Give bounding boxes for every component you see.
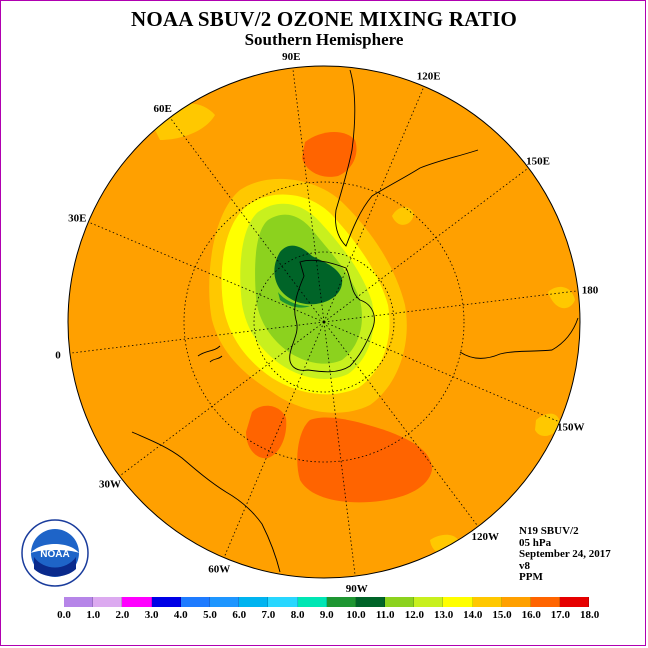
colorbar-segment: [385, 597, 415, 607]
meridian-line: [292, 67, 325, 323]
meridian-line: [323, 290, 579, 323]
colorbar: [64, 597, 590, 607]
noaa-logo: NOAA: [21, 519, 89, 587]
logo-text: NOAA: [40, 549, 69, 560]
colorbar-segment: [122, 597, 152, 607]
longitude-label: 90E: [282, 51, 300, 63]
meridian-line: [88, 221, 325, 323]
contour-9-10-minimum: [274, 245, 343, 305]
info-units: PPM: [519, 571, 543, 584]
map-subtitle: Southern Hemisphere: [244, 30, 404, 49]
coast-africa: [459, 317, 579, 359]
contour-13-14-ne: [392, 207, 414, 225]
colorbar-tick-label: 14.0: [463, 609, 483, 621]
coast-new-zealand: [197, 345, 223, 363]
metadata-panel: N19 SBUV/2 05 hPa September 24, 2017 v8 …: [519, 525, 611, 584]
colorbar-tick-label: 15.0: [492, 609, 512, 621]
longitude-label: 30E: [68, 212, 86, 224]
info-date: September 24, 2017: [519, 548, 611, 561]
colorbar-segment: [414, 597, 444, 607]
coast-australia: [131, 431, 281, 573]
colorbar-segment: [239, 597, 269, 607]
info-satellite: N19 SBUV/2: [519, 525, 579, 537]
longitude-label: 150W: [557, 422, 585, 434]
colorbar-tick-label: 12.0: [404, 609, 425, 621]
map-boundary: [67, 65, 581, 579]
longitude-label: 180: [582, 284, 599, 296]
colorbar-segment: [268, 597, 298, 607]
coast-antarctica: [289, 259, 375, 373]
colorbar-tick-label: 1.0: [86, 609, 101, 621]
info-level: 05 hPa: [519, 536, 552, 549]
colorbar-segment: [180, 597, 210, 607]
colorbar-segment: [209, 597, 240, 607]
colorbar-segment: [560, 597, 590, 607]
colorbar-tick-label: 6.0: [232, 609, 247, 621]
meridian-line: [169, 117, 325, 323]
meridian-lines: [69, 67, 579, 577]
colorbar-tick-label: 13.0: [433, 609, 454, 621]
contour-15-16-indian-ocean: [297, 417, 432, 503]
colorbar-tick-label: 5.0: [203, 609, 217, 621]
colorbar-segment: [501, 597, 531, 607]
colorbar-segment: [93, 597, 123, 607]
longitude-label: 150E: [526, 156, 550, 168]
colorbar-tick-label: 11.0: [375, 609, 395, 621]
meridian-line: [69, 321, 325, 354]
contour-15-16-west: [246, 405, 287, 459]
contour-13-14-east2: [548, 286, 575, 309]
meridian-line: [323, 86, 425, 323]
colorbar-segment: [531, 597, 561, 607]
longitude-label: 60E: [154, 103, 172, 115]
longitude-label: 30W: [99, 478, 121, 490]
longitude-label: 60W: [208, 564, 230, 576]
longitude-label: 120W: [472, 531, 500, 543]
colorbar-tick-label: 0.0: [57, 609, 71, 621]
colorbar-segment: [326, 597, 356, 607]
longitude-label: 0: [55, 350, 61, 362]
colorbar-tick-label: 18.0: [579, 609, 600, 621]
colorbar-tick-label: 7.0: [261, 609, 276, 621]
meridian-line: [323, 167, 529, 323]
colorbar-segment: [64, 597, 94, 607]
longitude-label: 120E: [417, 70, 441, 82]
ozone-field: [68, 66, 580, 578]
coastlines: [131, 69, 579, 573]
colorbar-segment: [472, 597, 502, 607]
info-version: v8: [519, 559, 530, 572]
latitude-circles: [183, 181, 465, 463]
colorbar-tick-label: 8.0: [290, 609, 305, 621]
coast-south-america: [335, 69, 479, 247]
map-title: NOAA SBUV/2 OZONE MIXING RATIO: [131, 7, 517, 31]
longitude-labels: 90W 60W 30W 0 30E 60E 90E 120E 150E 180 150W 120W: [55, 51, 599, 595]
colorbar-tick-label: 3.0: [144, 609, 159, 621]
contour-15-16-south-america: [302, 131, 357, 177]
colorbar-tick-label: 17.0: [550, 609, 571, 621]
colorbar-tick-label: 2.0: [115, 609, 130, 621]
meridian-line: [323, 321, 356, 577]
colorbar-segment: [297, 597, 327, 607]
meridian-line: [323, 321, 479, 527]
colorbar-tick-label: 9.0: [319, 609, 334, 621]
colorbar-tick-label: 16.0: [521, 609, 541, 621]
contour-8-9: [278, 292, 310, 308]
colorbar-segment: [151, 597, 181, 607]
colorbar-tick-label: 10.0: [346, 609, 366, 621]
meridian-line: [323, 321, 560, 423]
meridian-line: [223, 321, 325, 558]
latitude-circle-60s: [253, 251, 395, 393]
longitude-label: 90W: [346, 583, 368, 595]
latitude-circle-30s: [183, 181, 465, 463]
colorbar-segment: [355, 597, 386, 607]
meridian-line: [119, 321, 325, 477]
colorbar-tick-label: 4.0: [173, 609, 188, 621]
colorbar-segment: [443, 597, 473, 607]
